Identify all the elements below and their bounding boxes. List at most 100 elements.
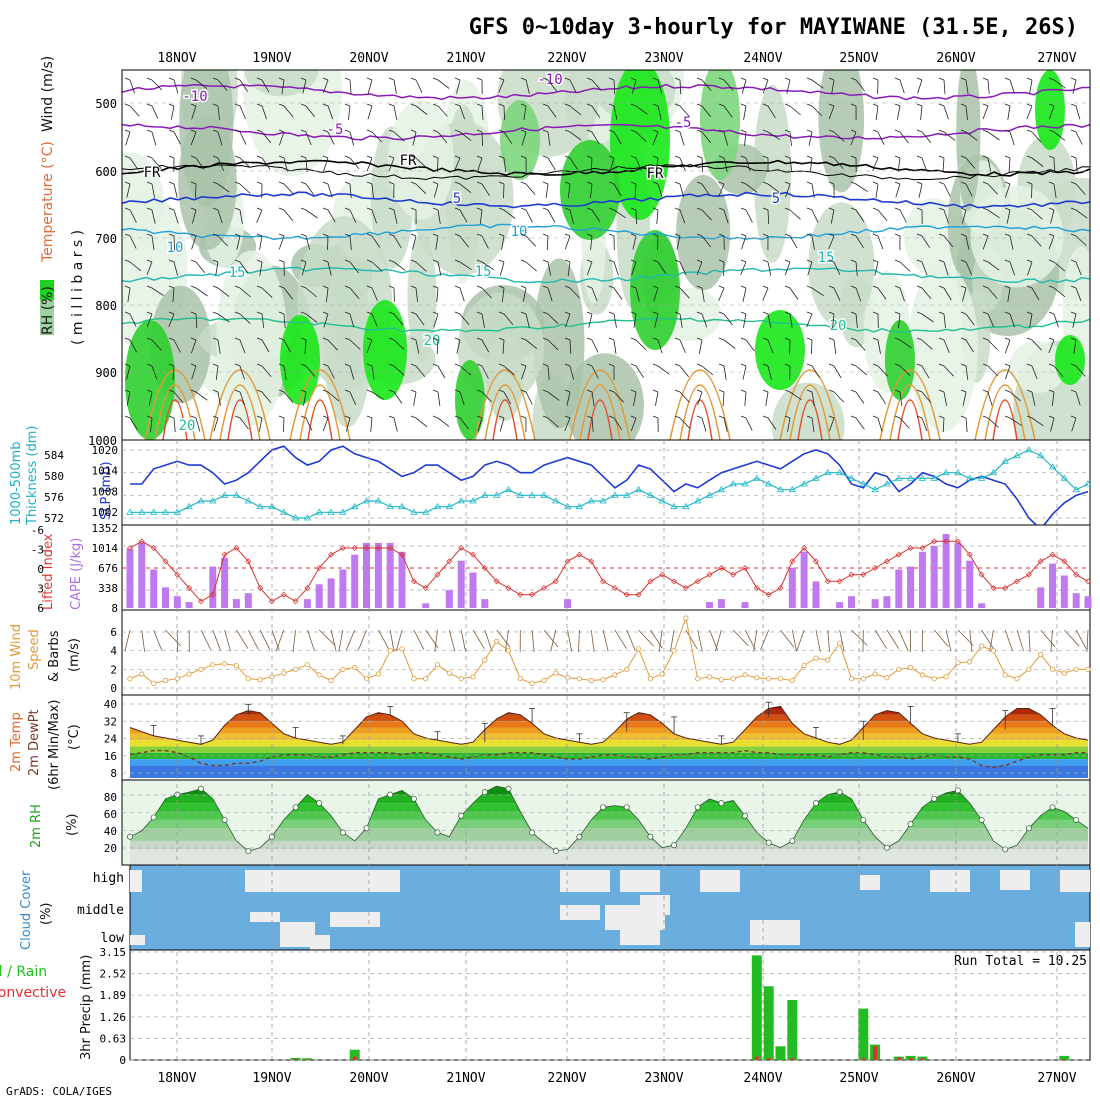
wind-point — [411, 676, 417, 682]
wind-barb-flag — [982, 129, 989, 133]
wind-barb — [723, 157, 728, 172]
wind-barb-flag — [608, 103, 615, 107]
wind-barb-flag — [1048, 207, 1055, 211]
wind-barb — [789, 105, 801, 116]
wind-barb-flag — [938, 389, 945, 393]
wind-barb — [613, 313, 617, 328]
wind-barb — [1026, 105, 1033, 120]
wind-barb-flag — [410, 207, 417, 211]
wind-barb-flag — [520, 103, 527, 107]
wind-barb-flag — [520, 389, 527, 393]
wind-point — [375, 671, 381, 677]
wind-barb-flag — [608, 389, 615, 393]
wind-barb — [697, 391, 703, 406]
li-point — [954, 538, 961, 545]
day-label-bottom: 22NOV — [547, 1071, 586, 1086]
wind-barb-flag — [718, 311, 725, 315]
wind-barb-flag — [586, 233, 593, 237]
wind-barb-flag — [872, 129, 879, 133]
li-point — [1037, 558, 1044, 565]
wind-point — [600, 676, 606, 683]
wind-barb-flag — [542, 415, 549, 419]
wind-barb-10m — [780, 629, 795, 648]
wind-barb — [217, 157, 224, 171]
thickness-point — [776, 485, 785, 493]
wind-barb-flag — [762, 389, 769, 393]
wind-barb-flag — [146, 337, 153, 341]
li-point — [718, 565, 725, 571]
wind-barb — [459, 209, 468, 223]
li-point — [872, 565, 879, 571]
wind-barb — [1053, 131, 1066, 141]
wind-barb — [896, 105, 901, 120]
wind-barb — [525, 209, 533, 223]
rh-patch — [753, 84, 792, 263]
wind-barb-10m — [933, 629, 949, 648]
wind-barb — [855, 261, 858, 276]
wind-barb — [809, 157, 813, 172]
wind-barb — [239, 365, 245, 380]
wind-barb-flag — [124, 285, 131, 289]
wind-barb — [239, 339, 246, 354]
wind-barb — [217, 313, 230, 323]
wind-barb — [173, 183, 178, 198]
thickness-point — [244, 497, 252, 504]
wind-barb-flag — [586, 337, 593, 341]
wind-barb — [877, 365, 888, 377]
rh-patch — [956, 70, 981, 211]
wind-barb-flag — [784, 129, 791, 133]
wind-barb-flag — [564, 259, 571, 263]
wind-barb-flag — [476, 415, 483, 419]
wind-barb — [459, 313, 470, 325]
wind-barb — [987, 209, 1000, 219]
rh-patch — [771, 382, 845, 440]
wind-barb-flag — [256, 207, 263, 211]
wind-barb-flag — [388, 129, 395, 133]
wind-barb — [525, 235, 536, 247]
wind-barb-flag — [1026, 103, 1033, 107]
wind-barb — [129, 339, 138, 353]
precip-bars — [290, 955, 1070, 1060]
wind-barb-flag — [564, 363, 571, 367]
wind-barb-flag — [652, 337, 659, 341]
wind-barb-flag — [938, 363, 945, 367]
wind-barb-flag — [1026, 311, 1033, 315]
cape-bar — [564, 599, 572, 608]
wind-barb — [785, 183, 791, 198]
thickness-point — [563, 502, 572, 510]
wind-barb-flag — [278, 207, 285, 211]
wind-barb — [723, 105, 733, 118]
wind-barb — [323, 313, 329, 328]
li-point — [410, 578, 417, 585]
wind-point — [612, 672, 618, 678]
wind-barb — [323, 157, 329, 172]
label-10m-wind: 10m Wind — [9, 624, 24, 690]
wind-barb-flag — [1026, 259, 1033, 263]
wind-barb — [943, 79, 946, 95]
wind-barb-flag — [784, 181, 791, 185]
wind-barb-flag — [1026, 389, 1033, 393]
wind-barb — [503, 105, 505, 121]
y-tick: 8 — [110, 767, 117, 780]
li-point — [174, 571, 181, 578]
wind-barb — [279, 131, 285, 146]
wind-barb — [498, 79, 505, 94]
wind-barb-flag — [960, 207, 967, 211]
wind-barb — [1031, 209, 1043, 220]
wind-barb — [371, 209, 377, 224]
wind-barb — [195, 261, 206, 274]
wind-barb — [564, 417, 571, 432]
wind-barb-flag — [366, 77, 373, 81]
wind-barb-flag — [872, 233, 879, 237]
li-point — [611, 585, 618, 591]
wind-barb-flag — [740, 181, 747, 185]
li-point — [233, 545, 240, 551]
thickness-line — [130, 449, 1089, 519]
wind-barb-flag — [784, 207, 791, 211]
li-point — [292, 598, 299, 605]
wind-barb — [129, 209, 137, 223]
wind-barb-flag — [718, 129, 725, 133]
label-convective: Convective — [0, 985, 66, 1001]
wind-barb-flag — [564, 415, 571, 419]
wind-barb-flag — [322, 103, 329, 107]
